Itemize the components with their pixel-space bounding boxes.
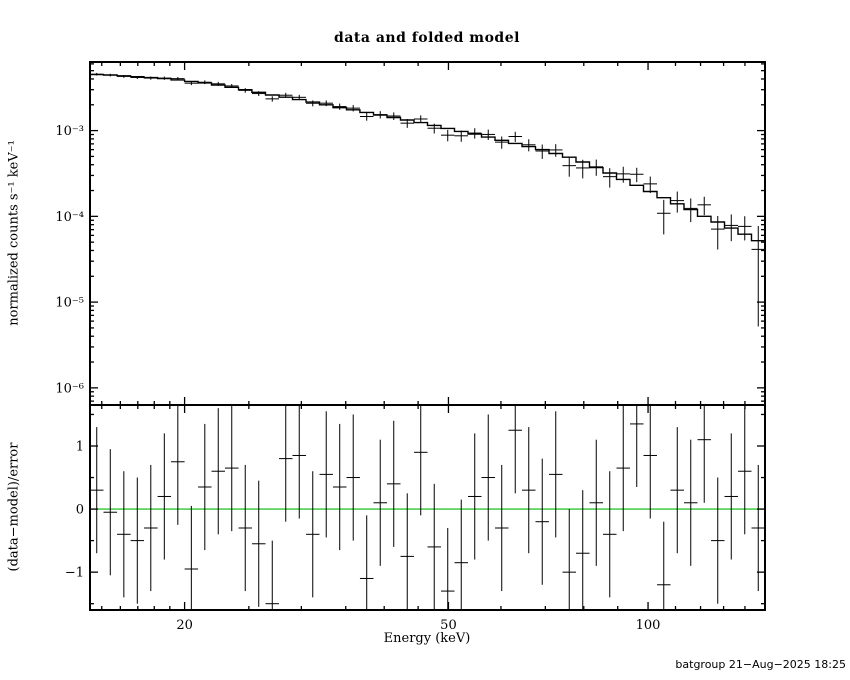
plot-title: data and folded model [334,30,520,46]
tick-label: 0 [76,503,84,518]
x-axis-label: Energy (keV) [383,631,471,646]
tick-label: 1 [76,440,84,455]
model-histogram [90,73,765,242]
tick-label: 100 [636,618,661,633]
tick-label: 10⁻⁵ [55,296,84,311]
tick-label: 20 [176,618,193,633]
tick-label: 10⁻⁶ [55,381,84,396]
tick-label: 50 [440,618,457,633]
tick-label: 10⁻³ [55,124,84,139]
tick-label: −1 [65,566,84,581]
residual-panel-data [90,405,765,610]
spectrum-panel-data [90,72,765,327]
tick-label: 10⁻⁴ [55,210,84,225]
residual-panel-frame [89,404,766,611]
y-axis-label-counts: normalized counts s⁻¹ keV⁻¹ [6,140,22,326]
footer-timestamp: batgroup 21−Aug−2025 18:25 [675,658,846,671]
y-axis-label-residuals: (data−model)/error [6,442,22,572]
